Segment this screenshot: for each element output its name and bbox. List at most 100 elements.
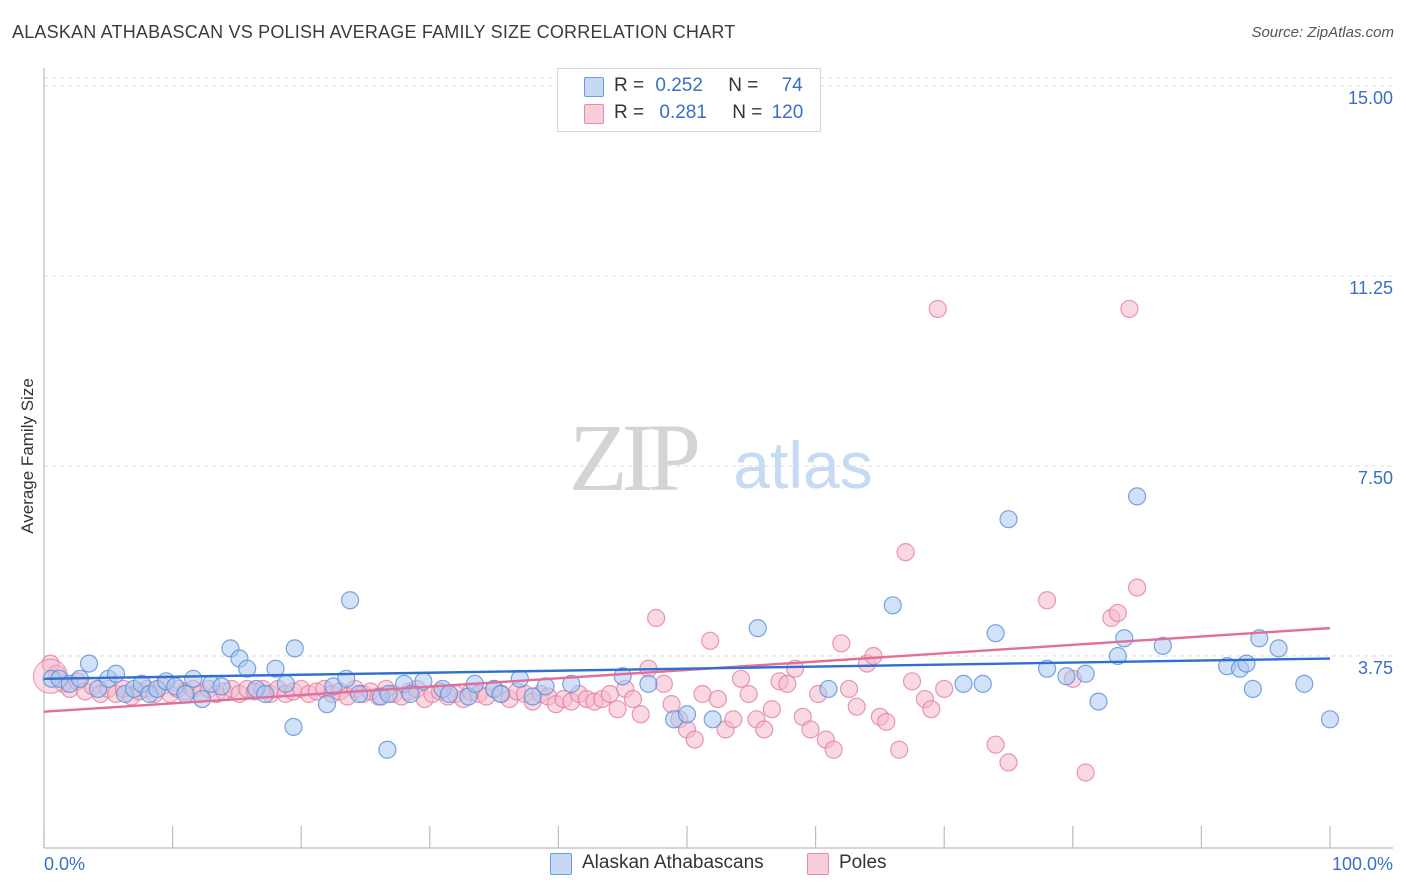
trend-lines — [43, 626, 1331, 713]
poles-point-96 — [778, 674, 797, 693]
athabascan-point-65 — [1089, 692, 1108, 711]
athabascan-point-32 — [340, 591, 360, 610]
athabascan-point-59 — [973, 674, 992, 693]
poles-point-91 — [739, 684, 758, 704]
athabascan-point-41 — [439, 684, 459, 704]
poles-point-77 — [631, 705, 650, 724]
legend-n-value: 74 — [781, 75, 803, 96]
poles-point-114 — [922, 700, 941, 719]
poles-point-84 — [685, 730, 704, 749]
poles-point-110 — [890, 740, 909, 759]
poles-point-105 — [847, 697, 866, 716]
athabascan-point-45 — [491, 684, 510, 704]
athabascan-point-16 — [184, 669, 203, 688]
athabascan-point-46 — [510, 669, 529, 688]
bottom-legend-swatch-athabascan — [550, 853, 572, 875]
poles-points — [32, 299, 1147, 782]
poles-point-125 — [1120, 299, 1139, 319]
poles-point-124 — [928, 299, 947, 319]
poles-point-102 — [824, 740, 843, 759]
poles-point-99 — [801, 720, 820, 739]
athabascan-point-60 — [986, 624, 1005, 643]
poles-point-116 — [986, 735, 1005, 754]
source-label: Source: ZipAtlas.com — [1251, 24, 1394, 41]
athabascan-point-63 — [1057, 667, 1076, 686]
legend-n-label: N = — [728, 75, 759, 96]
legend-swatch-poles — [584, 104, 604, 124]
athabascan-point-28 — [284, 717, 303, 737]
grid — [44, 77, 1393, 657]
poles-point-76 — [623, 689, 643, 709]
poles-point-122 — [1108, 603, 1127, 623]
athabascan-point-56 — [819, 679, 838, 699]
athabascan-point-33 — [349, 684, 369, 704]
athabascan-point-75 — [1269, 639, 1288, 658]
athabascan-point-77 — [1320, 710, 1340, 729]
athabascan-point-57 — [883, 596, 902, 615]
athabascan-point-4 — [79, 654, 99, 673]
athabascan-point-19 — [212, 677, 231, 696]
bottom-legend-label-poles: Poles — [839, 852, 887, 873]
athabascan-point-50 — [613, 667, 632, 686]
poles-point-85 — [693, 684, 712, 704]
legend-r-label: R = — [614, 102, 645, 123]
athabascan-points — [42, 487, 1340, 759]
poles-point-86 — [701, 631, 720, 650]
athabascan-point-38 — [401, 684, 420, 704]
y-tick-label-3: 15.00 — [1348, 88, 1393, 108]
poles-point-93 — [755, 720, 774, 739]
x-tick-label-max: 100.0% — [1332, 854, 1393, 874]
poles-point-118 — [1037, 591, 1057, 610]
athabascan-point-49 — [562, 674, 581, 693]
axes — [43, 68, 1393, 849]
poles-point-74 — [608, 700, 627, 719]
athabascan-point-73 — [1243, 679, 1262, 699]
y-axis-label: Average Family Size — [18, 378, 37, 534]
athabascan-point-58 — [954, 674, 973, 693]
poles-point-89 — [724, 710, 743, 729]
athabascan-trend-line — [43, 657, 1331, 680]
poles-point-80 — [654, 674, 673, 693]
poles-point-107 — [864, 646, 883, 666]
athabascan-point-53 — [677, 705, 697, 724]
poles-point-111 — [896, 543, 915, 562]
poles-point-115 — [935, 679, 954, 699]
poles-point-103 — [832, 634, 851, 653]
poles-point-81 — [662, 695, 681, 714]
legend-swatch-athabascan — [584, 77, 604, 97]
poles-trend-line — [43, 626, 1331, 713]
legend-r-value: 0.281 — [659, 102, 707, 123]
poles-point-97 — [785, 659, 805, 678]
athabascan-point-29 — [317, 695, 337, 714]
athabascan-point-61 — [999, 510, 1018, 529]
watermark-atlas: atlas — [733, 428, 872, 502]
athabascan-point-36 — [378, 740, 397, 759]
poles-point-112 — [902, 672, 922, 691]
athabascan-point-47 — [523, 687, 542, 706]
poles-point-73 — [600, 684, 619, 704]
athabascan-point-76 — [1295, 674, 1314, 693]
chart-title: ALASKAN ATHABASCAN VS POLISH AVERAGE FAM… — [12, 22, 736, 42]
bottom-legend-swatch-poles — [807, 853, 829, 875]
athabascan-point-24 — [256, 684, 275, 704]
x-tick-label-min: 0.0% — [44, 854, 85, 874]
athabascan-point-27 — [285, 639, 304, 658]
athabascan-point-17 — [193, 689, 212, 709]
poles-point-109 — [877, 712, 896, 731]
poles-point-120 — [1076, 763, 1095, 782]
legend-n-value: 120 — [771, 102, 804, 123]
athabascan-point-51 — [639, 674, 658, 693]
athabascan-point-62 — [1037, 659, 1057, 678]
athabascan-point-54 — [703, 710, 722, 729]
poles-point-87 — [708, 689, 727, 709]
poles-point-94 — [762, 700, 781, 719]
bottom-legend-label-athabascan: Alaskan Athabascans — [582, 852, 764, 873]
y-tick-label-2: 11.25 — [1349, 278, 1393, 298]
athabascan-point-55 — [748, 619, 767, 638]
athabascan-point-66 — [1108, 646, 1127, 666]
legend-n-label: N = — [732, 102, 763, 123]
poles-point-123 — [1127, 578, 1147, 597]
athabascan-point-72 — [1237, 654, 1256, 673]
athabascan-point-15 — [176, 684, 195, 704]
